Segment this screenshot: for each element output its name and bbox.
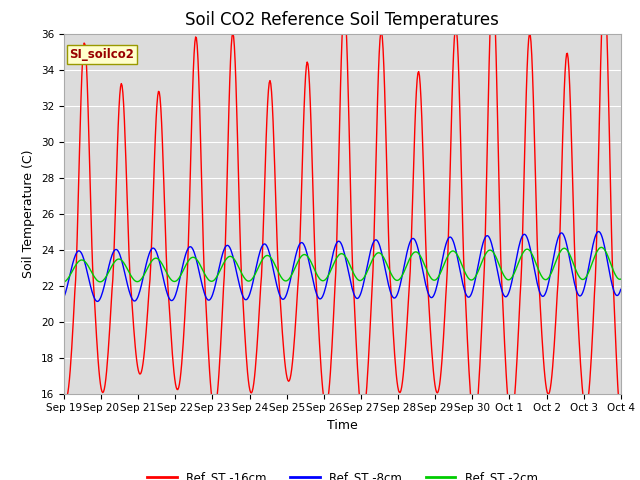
Y-axis label: Soil Temperature (C): Soil Temperature (C) (22, 149, 35, 278)
Legend: Ref_ST -16cm, Ref_ST -8cm, Ref_ST -2cm: Ref_ST -16cm, Ref_ST -8cm, Ref_ST -2cm (143, 466, 542, 480)
Text: SI_soilco2: SI_soilco2 (70, 48, 134, 61)
X-axis label: Time: Time (327, 419, 358, 432)
Title: Soil CO2 Reference Soil Temperatures: Soil CO2 Reference Soil Temperatures (186, 11, 499, 29)
